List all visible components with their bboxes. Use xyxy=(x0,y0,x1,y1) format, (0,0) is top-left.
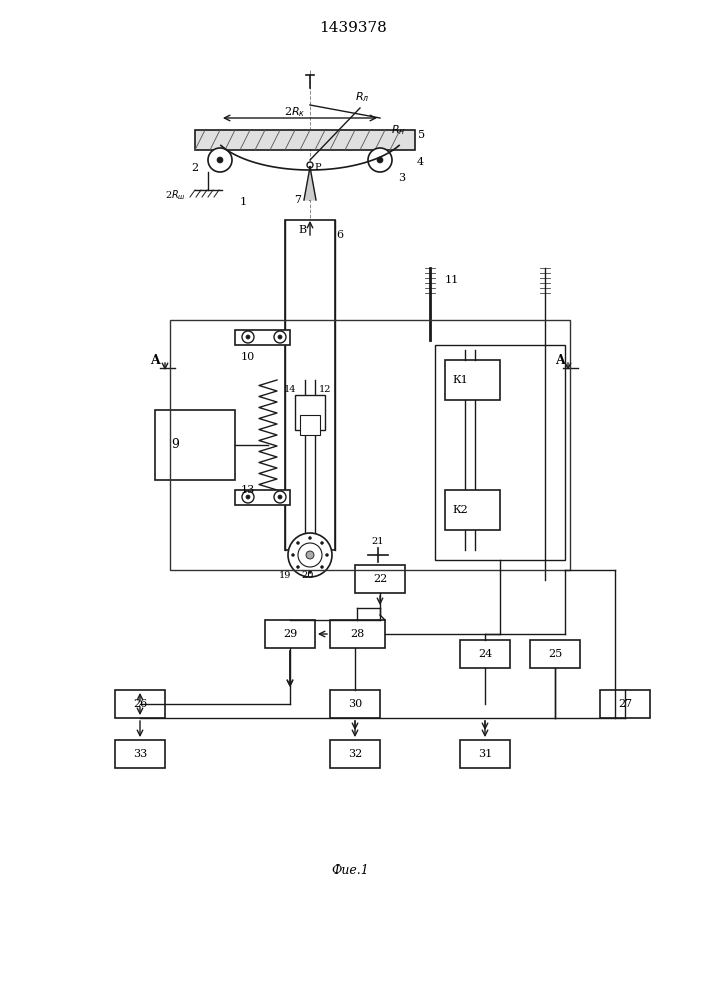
Text: 24: 24 xyxy=(478,649,492,659)
Bar xyxy=(445,490,500,530)
Text: Фие.1: Фие.1 xyxy=(331,863,369,876)
Text: 22: 22 xyxy=(373,574,387,584)
Bar xyxy=(600,690,650,718)
Text: 20: 20 xyxy=(302,570,314,580)
Circle shape xyxy=(288,533,332,577)
Text: 33: 33 xyxy=(133,749,147,759)
Text: 7: 7 xyxy=(295,195,301,205)
Text: 11: 11 xyxy=(445,275,459,285)
Text: 25: 25 xyxy=(548,649,562,659)
Text: К2: К2 xyxy=(452,505,468,515)
Bar xyxy=(155,410,235,480)
Text: 1439378: 1439378 xyxy=(319,21,387,35)
Bar xyxy=(355,565,405,593)
Bar xyxy=(235,490,290,505)
Circle shape xyxy=(306,551,314,559)
Bar xyxy=(195,130,415,150)
Circle shape xyxy=(242,491,254,503)
Text: 27: 27 xyxy=(618,699,632,709)
Circle shape xyxy=(368,148,392,172)
Bar xyxy=(300,415,320,435)
Text: 21: 21 xyxy=(372,538,384,546)
Text: 6: 6 xyxy=(337,230,344,240)
Polygon shape xyxy=(304,167,316,200)
Text: К1: К1 xyxy=(452,375,468,385)
Text: 2$R_ш$: 2$R_ш$ xyxy=(165,188,185,202)
Circle shape xyxy=(246,495,250,499)
Circle shape xyxy=(217,157,223,163)
Circle shape xyxy=(296,541,300,544)
Text: 9: 9 xyxy=(171,438,179,452)
Bar xyxy=(115,690,165,718)
Circle shape xyxy=(325,554,329,556)
Text: 19: 19 xyxy=(279,570,291,580)
Text: A: A xyxy=(555,354,565,366)
Text: 10: 10 xyxy=(241,352,255,362)
Bar xyxy=(330,740,380,768)
Circle shape xyxy=(320,541,324,544)
Circle shape xyxy=(307,162,313,168)
Text: 31: 31 xyxy=(478,749,492,759)
Bar xyxy=(530,640,580,668)
Text: 28: 28 xyxy=(350,629,364,639)
Bar xyxy=(330,620,385,648)
Bar xyxy=(330,690,380,718)
Text: $R_н$: $R_н$ xyxy=(391,123,405,137)
Text: 3: 3 xyxy=(399,173,406,183)
Bar xyxy=(295,395,325,430)
Circle shape xyxy=(308,570,312,574)
Text: A: A xyxy=(150,354,160,366)
Circle shape xyxy=(242,331,254,343)
Bar xyxy=(445,360,500,400)
Text: 14: 14 xyxy=(284,385,296,394)
Text: 2$R_к$: 2$R_к$ xyxy=(284,105,305,119)
Text: 1: 1 xyxy=(240,197,247,207)
Circle shape xyxy=(278,495,282,499)
Text: $R_л$: $R_л$ xyxy=(355,90,369,104)
Bar xyxy=(235,330,290,345)
Circle shape xyxy=(320,566,324,569)
Text: 2: 2 xyxy=(192,163,199,173)
Bar xyxy=(115,740,165,768)
Text: B: B xyxy=(298,225,306,235)
Circle shape xyxy=(208,148,232,172)
Text: 29: 29 xyxy=(283,629,297,639)
Text: 12: 12 xyxy=(319,385,332,394)
Text: 26: 26 xyxy=(133,699,147,709)
Text: 30: 30 xyxy=(348,699,362,709)
Bar xyxy=(460,740,510,768)
Circle shape xyxy=(291,554,295,556)
Bar xyxy=(460,640,510,668)
Bar xyxy=(285,220,335,550)
Circle shape xyxy=(274,491,286,503)
Circle shape xyxy=(296,566,300,569)
Bar xyxy=(265,620,315,648)
Circle shape xyxy=(278,335,282,339)
Bar xyxy=(170,320,570,570)
Bar xyxy=(435,345,565,560)
Text: 13: 13 xyxy=(241,485,255,495)
Circle shape xyxy=(274,331,286,343)
Text: 32: 32 xyxy=(348,749,362,759)
Text: P: P xyxy=(315,163,321,172)
Circle shape xyxy=(308,536,312,540)
Circle shape xyxy=(298,543,322,567)
Circle shape xyxy=(377,157,383,163)
Text: 4: 4 xyxy=(416,157,423,167)
Text: 5: 5 xyxy=(419,130,426,140)
Circle shape xyxy=(246,335,250,339)
